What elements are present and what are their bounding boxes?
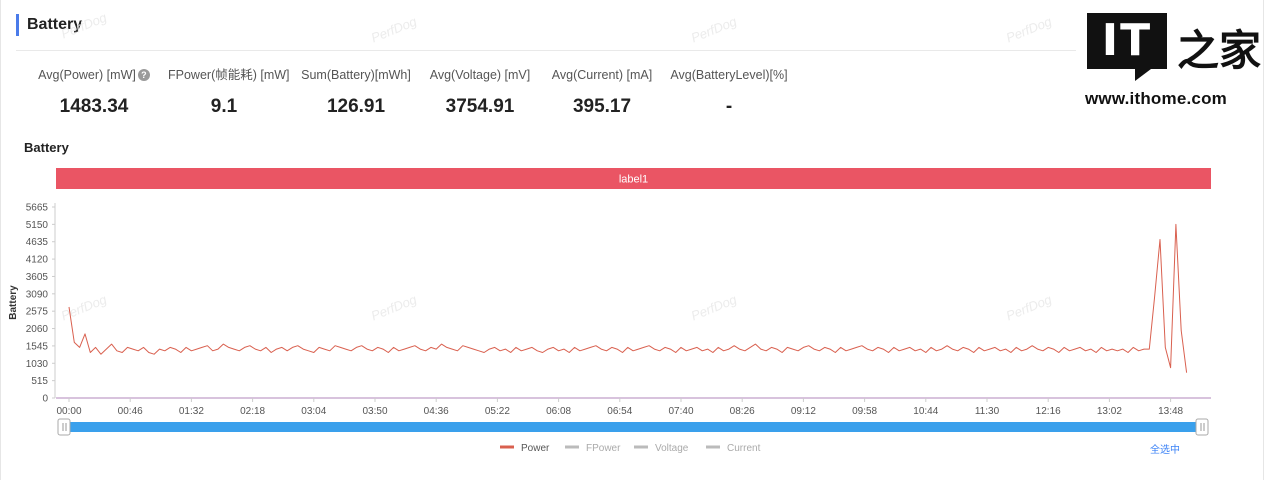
x-tick-label: 13:48 xyxy=(1158,406,1183,417)
legend-item-current[interactable]: Current xyxy=(727,443,761,454)
x-tick-label: 02:18 xyxy=(240,406,265,417)
stat-value: - xyxy=(725,96,733,117)
x-tick-label: 01:32 xyxy=(179,406,204,417)
x-tick-label: 09:12 xyxy=(791,406,816,417)
label-band-text: label1 xyxy=(619,174,648,186)
y-tick-label: 3605 xyxy=(26,272,49,283)
y-tick-label: 1030 xyxy=(26,359,49,370)
ithome-logo: IT 之家 www.ithome.com xyxy=(1085,13,1261,113)
x-tick-label: 06:08 xyxy=(546,406,571,417)
logo-chinese-text: 之家 xyxy=(1177,26,1262,75)
x-tick-label: 12:16 xyxy=(1036,406,1061,417)
x-tick-label: 00:46 xyxy=(118,406,143,417)
zoom-handle-right[interactable] xyxy=(1195,418,1209,436)
x-tick-label: 06:54 xyxy=(607,406,632,417)
y-tick-label: 2575 xyxy=(26,307,49,318)
stat-label: Avg(Current) [mA] xyxy=(551,68,653,82)
section-title: Battery xyxy=(16,14,82,36)
stat-value: 395.17 xyxy=(572,96,632,117)
stat-avg-voltage: Avg(Voltage) [mV] 3754.91 xyxy=(424,66,536,118)
stat-avg-battery-level: Avg(BatteryLevel)[%] - xyxy=(668,66,790,118)
x-tick-label: 07:40 xyxy=(668,406,693,417)
y-tick-label: 5665 xyxy=(26,203,49,214)
stat-label-text: Avg(Power) [mW] xyxy=(38,68,136,82)
x-tick-label: 04:36 xyxy=(424,406,449,417)
section-divider xyxy=(16,50,1076,51)
logo-it-mark: IT xyxy=(1087,13,1167,81)
stat-label: Avg(Voltage) [mV] xyxy=(429,68,531,82)
y-tick-label: 4120 xyxy=(26,255,49,266)
x-tick-label: 08:26 xyxy=(730,406,755,417)
stat-avg-power: Avg(Power) [mW]? 1483.34 xyxy=(38,66,150,118)
y-tick-label: 3090 xyxy=(26,289,49,300)
y-axis-label: Battery xyxy=(8,285,19,320)
y-tick-label: 4635 xyxy=(26,237,49,248)
x-tick-label: 13:02 xyxy=(1097,406,1122,417)
zoom-slider-track xyxy=(60,422,1206,432)
x-tick-label: 03:50 xyxy=(362,406,387,417)
logo-url: www.ithome.com xyxy=(1085,89,1227,108)
stat-label: Sum(Battery)[mWh] xyxy=(301,68,411,82)
zoom-handle-left[interactable] xyxy=(57,418,71,436)
stat-label: Avg(BatteryLevel)[%] xyxy=(670,68,788,82)
legend-item-voltage[interactable]: Voltage xyxy=(655,443,689,454)
battery-chart: label1 Battery 0 515 1030 1545 2060 2575 3090 360… xyxy=(8,168,1211,454)
stat-fpower: FPower(帧能耗) [mW] 9.1 xyxy=(168,66,290,118)
select-all-button[interactable]: 全选中 xyxy=(1150,445,1180,456)
stat-avg-current: Avg(Current) [mA] 395.17 xyxy=(546,66,658,118)
x-tick-label: 11:30 xyxy=(975,406,1000,417)
stat-sum-battery: Sum(Battery)[mWh] 126.91 xyxy=(300,66,412,118)
x-tick-label: 03:04 xyxy=(301,406,326,417)
x-tick-label: 10:44 xyxy=(913,406,938,417)
x-tick-label: 05:22 xyxy=(485,406,510,417)
stat-label: Avg(Power) [mW]? xyxy=(38,66,150,84)
y-tick-label: 515 xyxy=(31,376,48,387)
x-tick-label: 00:00 xyxy=(56,406,81,417)
chart-title: Battery xyxy=(24,140,69,155)
stat-value: 126.91 xyxy=(326,96,386,117)
legend-item-fpower[interactable]: FPower xyxy=(586,443,621,454)
stat-value: 3754.91 xyxy=(445,96,515,117)
y-tick-label: 5150 xyxy=(26,220,49,231)
y-tick-label: 0 xyxy=(42,394,48,405)
help-icon[interactable]: ? xyxy=(137,69,150,81)
legend-item-power[interactable]: Power xyxy=(521,443,550,454)
y-tick-label: 2060 xyxy=(26,324,49,335)
series-line-power xyxy=(68,223,1188,373)
label-band xyxy=(56,168,1211,189)
stat-label: FPower(帧能耗) [mW] xyxy=(168,68,290,82)
stats-row: Avg(Power) [mW]? 1483.34 FPower(帧能耗) [mW… xyxy=(0,66,1265,126)
stat-value: 1483.34 xyxy=(59,96,129,117)
y-tick-label: 1545 xyxy=(26,341,49,352)
x-tick-label: 09:58 xyxy=(852,406,877,417)
stat-value: 9.1 xyxy=(210,96,238,117)
